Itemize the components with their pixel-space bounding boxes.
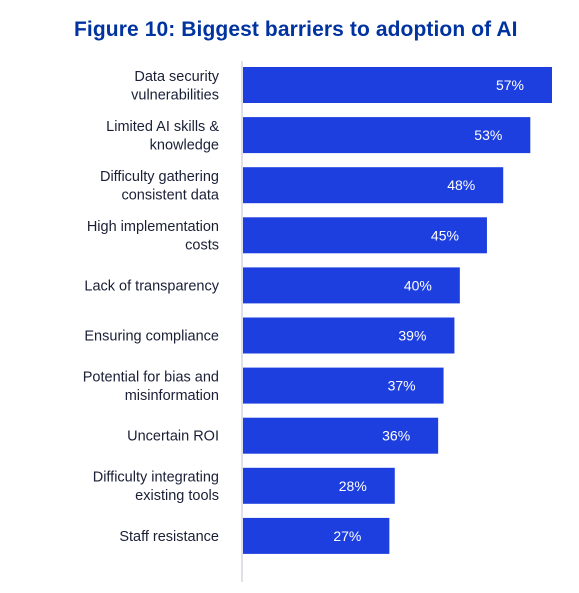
bar-8 xyxy=(243,417,439,454)
data-label-8: 36% xyxy=(382,428,410,444)
chart-title: Figure 10: Biggest barriers to adoption … xyxy=(74,18,518,41)
category-label-9: Difficulty integrating existing tools xyxy=(93,470,219,505)
data-label-7: 37% xyxy=(388,378,416,394)
bar-4 xyxy=(243,217,487,254)
bar-7 xyxy=(243,367,444,404)
bar-1 xyxy=(243,67,552,103)
category-label-7: Potential for bias and misinformation xyxy=(83,369,219,404)
data-label-6: 39% xyxy=(398,328,426,344)
category-label-1: Data security vulnerabilities xyxy=(131,69,220,104)
category-label-6: Ensuring compliance xyxy=(84,329,219,345)
category-label-8: Uncertain ROI xyxy=(127,429,219,445)
category-label-2: Limited AI skills & knowledge xyxy=(106,119,219,154)
category-label-5: Lack of transparency xyxy=(84,278,219,294)
data-label-5: 40% xyxy=(404,277,432,293)
data-label-1: 57% xyxy=(496,77,524,93)
data-label-4: 45% xyxy=(431,227,459,243)
category-label-10: Staff resistance xyxy=(119,529,219,545)
bar-2 xyxy=(243,117,531,154)
data-label-9: 28% xyxy=(339,478,367,494)
bar-6 xyxy=(243,317,455,354)
bar-10 xyxy=(243,517,390,554)
category-label-4: High implementation costs xyxy=(87,219,219,254)
bar-5 xyxy=(243,267,460,304)
data-label-3: 48% xyxy=(447,177,475,193)
bar-9 xyxy=(243,467,395,504)
bar-3 xyxy=(243,167,504,204)
category-label-3: Difficulty gathering consistent data xyxy=(100,169,220,204)
data-label-10: 27% xyxy=(333,528,361,544)
data-label-2: 53% xyxy=(474,127,502,143)
